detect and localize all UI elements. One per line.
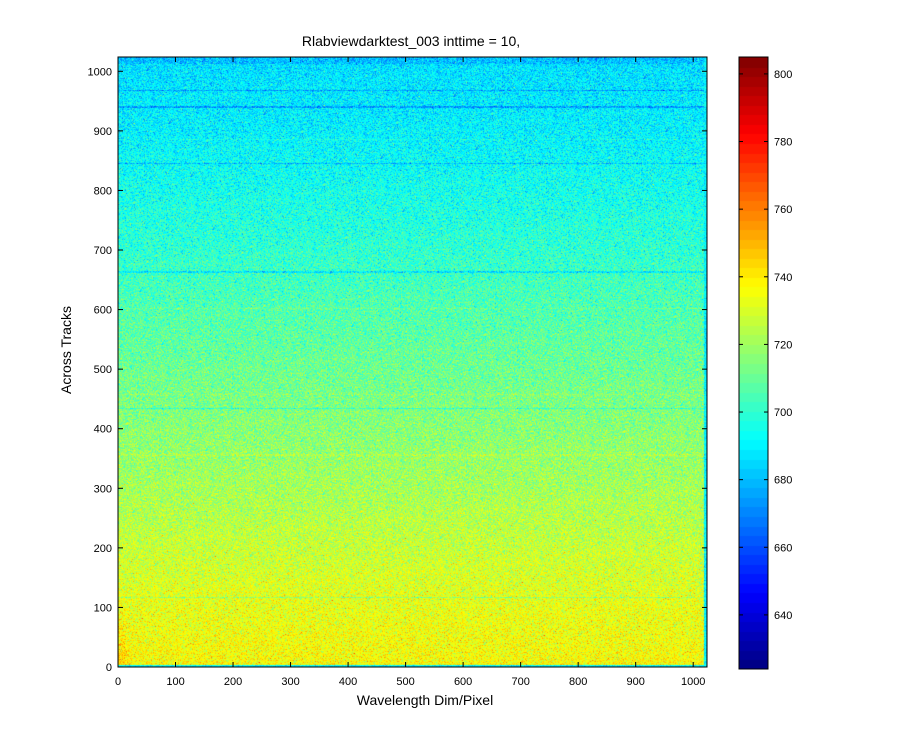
- heatmap-image: [118, 57, 707, 667]
- y-tick-label: 900: [94, 126, 112, 138]
- x-tick-label: 300: [281, 676, 299, 688]
- colorbar-frame: [738, 56, 769, 670]
- plot-frame: [117, 56, 708, 668]
- y-tick-label: 700: [94, 245, 112, 257]
- y-tick-label: 500: [94, 364, 112, 376]
- colorbar-tick-label: 760: [774, 204, 792, 216]
- chart-title: Rlabviewdarktest_003 inttime = 10,: [302, 33, 520, 49]
- colorbar-ticks: 640 660 680 700 720 740 760 780 800: [739, 69, 792, 622]
- y-tick-label: 600: [94, 305, 112, 317]
- x-tick-label: 800: [569, 676, 587, 688]
- y-tick-label: 1000: [88, 66, 112, 78]
- colorbar: 640 660 680 700 720 740 760 780 800: [738, 56, 792, 670]
- x-tick-label: 500: [396, 676, 414, 688]
- x-tick-label: 400: [339, 676, 357, 688]
- y-axis-label: Across Tracks: [58, 306, 74, 394]
- x-tick-label: 600: [454, 676, 472, 688]
- colorbar-tick-label: 740: [774, 272, 792, 284]
- x-tick-label: 200: [224, 676, 242, 688]
- colorbar-tick-label: 700: [774, 407, 792, 419]
- x-tick-label: 0: [115, 676, 121, 688]
- colorbar-gradient: [739, 57, 768, 669]
- colorbar-tick-label: 780: [774, 137, 792, 149]
- y-tick-label: 100: [94, 602, 112, 614]
- y-axis: 0 100 200 300 400 500 600 700 800 900 1000: [88, 66, 707, 674]
- y-tick-label: 400: [94, 424, 112, 436]
- x-tick-label: 1000: [681, 676, 705, 688]
- colorbar-tick-label: 800: [774, 69, 792, 81]
- colorbar-tick-label: 640: [774, 610, 792, 622]
- x-tick-label: 900: [626, 676, 644, 688]
- x-axis-label: Wavelength Dim/Pixel: [357, 692, 493, 708]
- x-tick-label: 700: [511, 676, 529, 688]
- y-tick-label: 0: [106, 662, 112, 674]
- x-tick-label: 100: [166, 676, 184, 688]
- y-tick-label: 200: [94, 543, 112, 555]
- colorbar-tick-label: 660: [774, 542, 792, 554]
- colorbar-tick-label: 720: [774, 339, 792, 351]
- colorbar-tick-label: 680: [774, 475, 792, 487]
- x-axis: 0 100 200 300 400 500 600 700 800 900 1000: [115, 57, 705, 688]
- y-tick-label: 800: [94, 185, 112, 197]
- plot-area: [117, 56, 708, 668]
- y-tick-label: 300: [94, 483, 112, 495]
